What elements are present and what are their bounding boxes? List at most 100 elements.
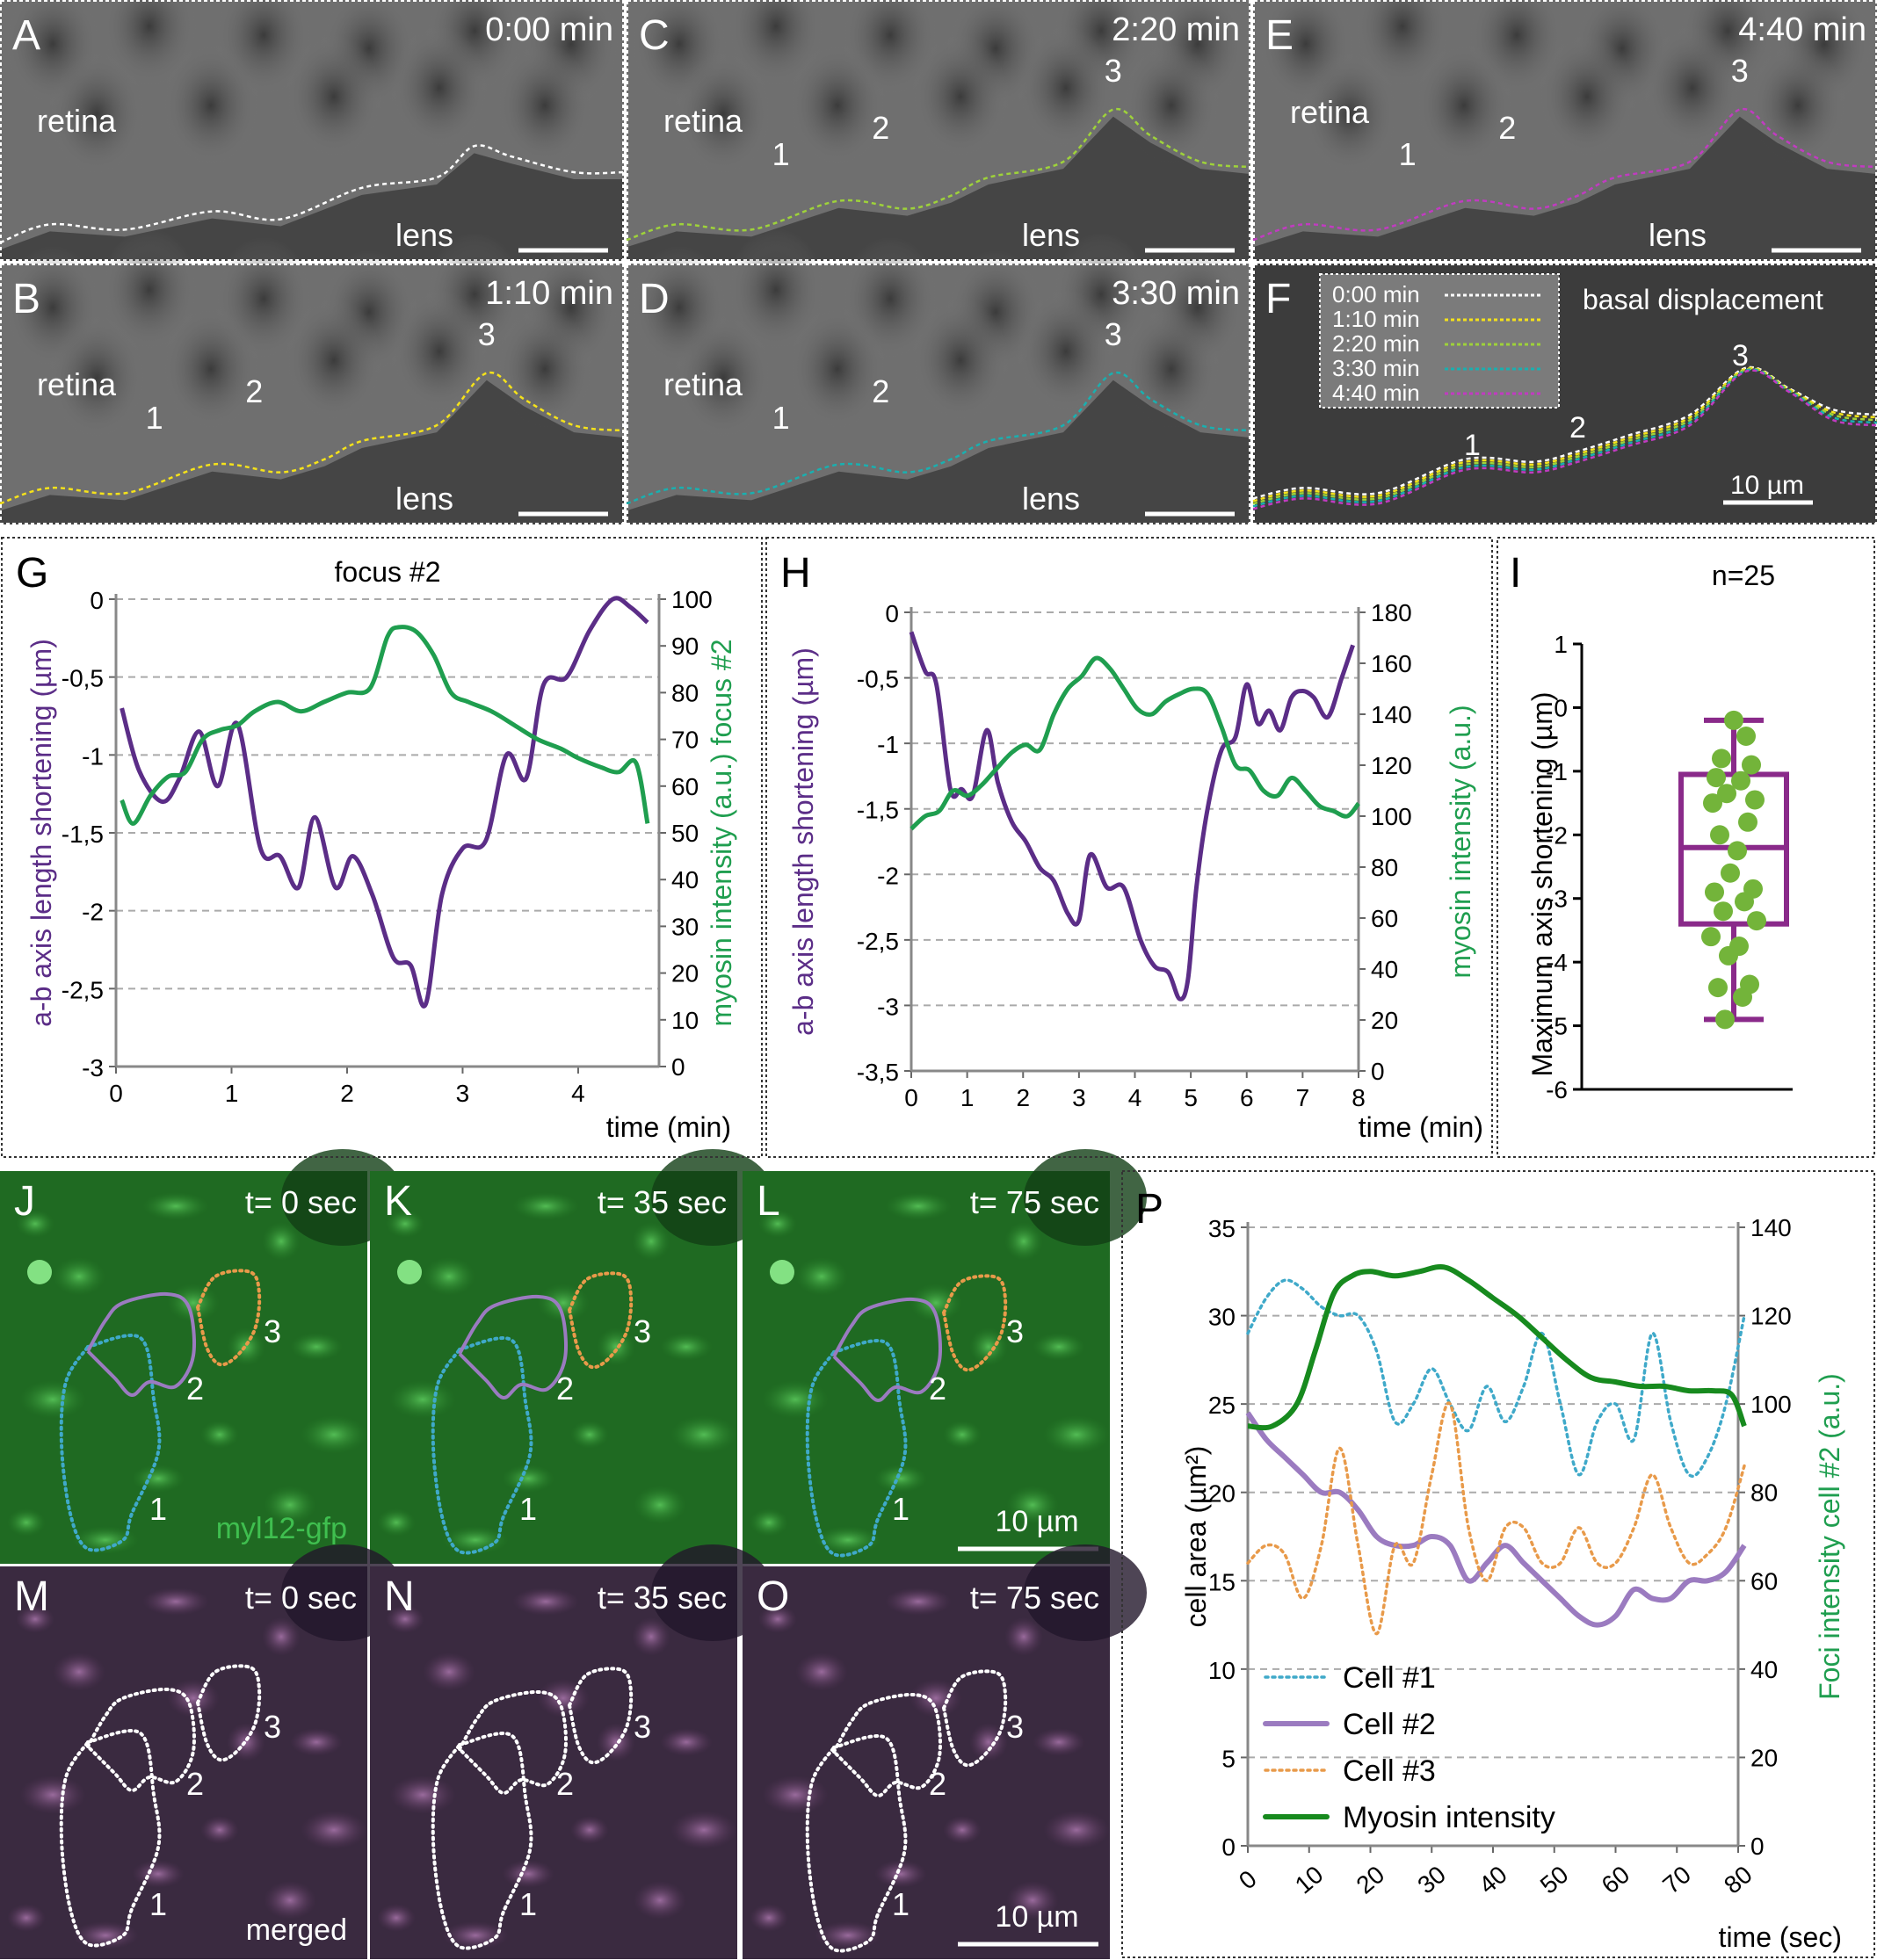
data-point [1735,892,1754,912]
data-point [1738,812,1757,832]
fluorescence-spot [1006,1881,1059,1920]
fluorescence-spot [16,1210,54,1238]
data-point [1708,978,1728,998]
time-label: 2:20 min [1112,11,1240,48]
cell-panel-n: 1 2 3 N t= 35 sec [370,1544,774,1959]
fluorescence-spot [142,1192,209,1220]
y-axis-label-left: cell area (µm²) [1180,1446,1212,1628]
basal-trace [1252,369,1877,510]
legend-label: Myosin intensity [1343,1801,1555,1834]
panel-frame-h [765,537,1493,1158]
cell-number: 1 [892,1491,910,1527]
y-tick-label-left: -0,5 [857,666,899,693]
fluorescence-spot [1004,1617,1043,1656]
fluorescence-spot [200,1816,239,1844]
x-tick-label: 8 [1352,1084,1366,1111]
fluorescence-spot [264,1486,316,1524]
y-tick-label-right: 120 [1371,752,1412,779]
focus-number: 2 [1569,411,1586,445]
fluorescence-spot [386,1605,424,1633]
panel-letter: L [757,1178,780,1225]
nucleus-shadow [286,299,382,422]
fluorescence-spot [19,1776,86,1814]
cell-number: 2 [556,1766,574,1802]
x-tick-label: 0 [109,1080,123,1107]
fluorescence-spot [795,1653,848,1691]
y-tick-label-right: 80 [671,679,699,706]
data-point [1717,784,1736,804]
time-label: t= 35 sec [598,1580,727,1616]
y-tick-label-right: 160 [1371,650,1412,677]
x-tick-label: 0 [904,1084,918,1111]
data-point [1714,901,1733,922]
nucleus-shadow [912,35,1009,158]
cell-number: 1 [892,1886,910,1922]
fluorescence-spot [377,1904,416,1932]
y-axis-label-left: a-b axis length shortening (µm) [787,647,819,1036]
panel-border [627,264,1250,524]
x-tick-label: 70 [1657,1861,1696,1899]
y-tick-label-left: 0 [1221,1833,1236,1861]
nucleus-shadow [163,307,259,430]
nucleus-shadow [286,35,382,158]
x-tick-label: 4 [571,1080,585,1107]
y-tick-label-right: 140 [1371,701,1412,728]
channel-label: myl12-gfp [216,1512,347,1545]
panel-border [1253,0,1877,261]
fluorescence-spot [632,1617,670,1656]
basal-trace [0,371,625,505]
fluorescence-spot [758,1605,797,1633]
y-tick-label-right: 80 [1371,854,1398,881]
retina-label: retina [663,366,743,402]
nucleus-shadow [728,228,824,351]
data-point [1701,927,1721,947]
y-tick-label-right: 60 [1750,1567,1778,1595]
cell-number: 1 [149,1886,167,1922]
series-line-myosin-intensity [120,625,650,826]
fluorescence-spot [290,1728,343,1756]
nucleus-shadow [1018,26,1114,149]
focus-number: 2 [1498,110,1516,146]
data-point [1703,793,1722,814]
data-point [1731,770,1750,791]
y-tick-label: -2 [1546,821,1568,849]
focus-number: 2 [245,373,263,409]
nucleus-shadow [912,299,1009,422]
fluorescence-spot [442,1921,509,1949]
cell-outline-1 [805,1734,908,1953]
data-point [1721,863,1740,883]
fluorescence-spot [512,1192,579,1220]
cell-number: 3 [264,1313,281,1349]
fluorescence-spot [597,1327,635,1366]
cell-number: 2 [186,1766,204,1802]
cell-number: 1 [519,1886,537,1922]
x-tick-label: 3 [1072,1084,1086,1111]
y-tick-label-right: 0 [1371,1058,1385,1085]
legend-label: 0:00 min [1332,281,1420,307]
cell-outline-2 [832,1692,942,1797]
panel-letter: J [14,1178,35,1225]
series-line-myosin-intensity [910,655,1360,831]
fluorescence-spot [423,1653,475,1691]
panel-letter: M [14,1573,49,1620]
data-point [1742,755,1761,775]
fluorescence-spot [389,1776,456,1814]
fluorescence-spot [377,1508,416,1537]
cell-outline-1 [805,1339,908,1558]
y-tick-label-left: 5 [1221,1745,1236,1772]
y-tick-label-right: 70 [671,727,699,754]
x-tick-label: 2 [340,1080,354,1107]
y-tick-label-right: 180 [1371,599,1412,626]
panel-letter: O [757,1573,789,1620]
y-tick-label-left: -1,5 [857,797,899,824]
micrograph-panel-b: B 1:10 min retina lens 1 2 3 [0,228,625,524]
scale-label: 10 µm [995,1505,1078,1538]
fluorescence-spot [943,1421,982,1449]
panel-letter: D [639,276,670,322]
y-tick-label-left: -3,5 [857,1059,899,1086]
merged-label: merged [246,1913,347,1947]
y-axis-label: Maximum axis shortening (µm) [1526,691,1558,1076]
fluorescence-spot [1043,1415,1110,1454]
panel-letter: E [1265,12,1294,59]
